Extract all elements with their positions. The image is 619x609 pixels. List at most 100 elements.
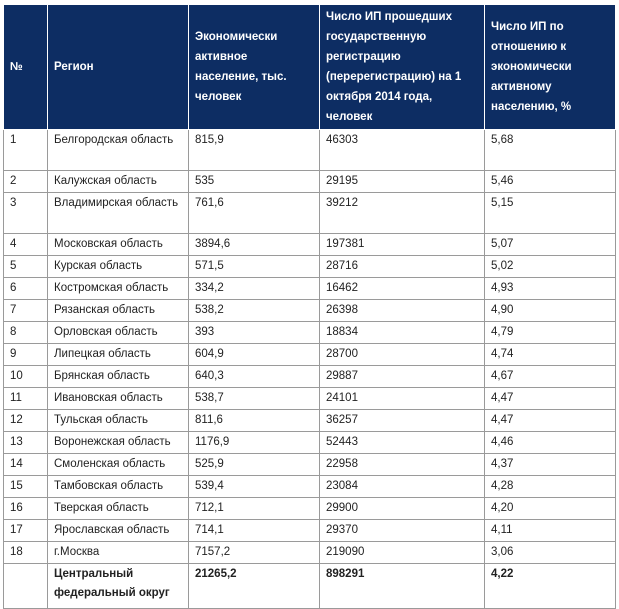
cell-num: 9	[3, 343, 48, 366]
cell-region: Тверская область	[47, 497, 189, 520]
table-row: 18 г.Москва 7157,2 219090 3,06	[3, 541, 616, 564]
cell-registered: 39212	[319, 192, 485, 234]
cell-num: 7	[3, 299, 48, 322]
table-row: 10 Брянская область 640,3 29887 4,67	[3, 365, 616, 388]
cell-region: Липецкая область	[47, 343, 189, 366]
cell-num: 3	[3, 192, 48, 234]
cell-population: 525,9	[188, 453, 320, 476]
cell-region: Ивановская область	[47, 387, 189, 410]
table-body: 1 Белгородская область 815,9 46303 5,68 2 Калу…	[3, 129, 616, 609]
cell-num: 5	[3, 255, 48, 278]
cell-registered: 29370	[319, 519, 485, 542]
header-region: Регион	[47, 4, 189, 130]
cell-region: Брянская область	[47, 365, 189, 388]
cell-region: Тульская область	[47, 409, 189, 432]
cell-region: г.Москва	[47, 541, 189, 564]
total-registered: 898291	[319, 563, 485, 609]
total-population: 21265,2	[188, 563, 320, 609]
cell-share: 4,47	[484, 387, 616, 410]
cell-num: 15	[3, 475, 48, 498]
cell-share: 5,15	[484, 192, 616, 234]
cell-region: Смоленская область	[47, 453, 189, 476]
table-row: 14 Смоленская область 525,9 22958 4,37	[3, 453, 616, 476]
cell-share: 4,46	[484, 431, 616, 454]
cell-num: 2	[3, 170, 48, 193]
cell-registered: 24101	[319, 387, 485, 410]
cell-population: 604,9	[188, 343, 320, 366]
cell-registered: 16462	[319, 277, 485, 300]
header-num: №	[3, 4, 48, 130]
table-row: 8 Орловская область 393 18834 4,79	[3, 321, 616, 344]
table-row: 12 Тульская область 811,6 36257 4,47	[3, 409, 616, 432]
table-row: 4 Московская область 3894,6 197381 5,07	[3, 233, 616, 256]
table-row: 15 Тамбовская область 539,4 23084 4,28	[3, 475, 616, 498]
cell-population: 334,2	[188, 277, 320, 300]
cell-share: 3,06	[484, 541, 616, 564]
cell-num: 11	[3, 387, 48, 410]
header-share: Число ИП по отношению к экономически акт…	[484, 4, 616, 130]
table-header: № Регион Экономически активное население…	[3, 4, 616, 130]
cell-share: 4,90	[484, 299, 616, 322]
cell-registered: 26398	[319, 299, 485, 322]
cell-region: Московская область	[47, 233, 189, 256]
cell-share: 4,28	[484, 475, 616, 498]
cell-population: 393	[188, 321, 320, 344]
cell-registered: 29900	[319, 497, 485, 520]
table-row: 11 Ивановская область 538,7 24101 4,47	[3, 387, 616, 410]
cell-population: 571,5	[188, 255, 320, 278]
cell-population: 539,4	[188, 475, 320, 498]
cell-population: 815,9	[188, 129, 320, 171]
header-population: Экономически активное население, тыс. че…	[188, 4, 320, 130]
cell-num: 12	[3, 409, 48, 432]
cell-population: 761,6	[188, 192, 320, 234]
cell-population: 538,2	[188, 299, 320, 322]
cell-num: 10	[3, 365, 48, 388]
cell-population: 640,3	[188, 365, 320, 388]
cell-region: Белгородская область	[47, 129, 189, 171]
cell-population: 714,1	[188, 519, 320, 542]
total-share: 4,22	[484, 563, 616, 609]
cell-share: 4,74	[484, 343, 616, 366]
cell-registered: 28700	[319, 343, 485, 366]
cell-population: 811,6	[188, 409, 320, 432]
table-row: 16 Тверская область 712,1 29900 4,20	[3, 497, 616, 520]
cell-share: 4,93	[484, 277, 616, 300]
cell-share: 4,79	[484, 321, 616, 344]
cell-registered: 36257	[319, 409, 485, 432]
cell-num: 8	[3, 321, 48, 344]
cell-registered: 219090	[319, 541, 485, 564]
cell-share: 5,07	[484, 233, 616, 256]
cell-share: 4,20	[484, 497, 616, 520]
table-row: 1 Белгородская область 815,9 46303 5,68	[3, 129, 616, 171]
total-num	[3, 563, 48, 609]
table-row: 13 Воронежская область 1176,9 52443 4,46	[3, 431, 616, 454]
cell-population: 1176,9	[188, 431, 320, 454]
table-row: 7 Рязанская область 538,2 26398 4,90	[3, 299, 616, 322]
header-registered: Число ИП прошедших государственную регис…	[319, 4, 485, 130]
cell-population: 538,7	[188, 387, 320, 410]
cell-num: 18	[3, 541, 48, 564]
cell-registered: 28716	[319, 255, 485, 278]
cell-registered: 29887	[319, 365, 485, 388]
cell-population: 712,1	[188, 497, 320, 520]
cell-registered: 22958	[319, 453, 485, 476]
header-row: № Регион Экономически активное население…	[3, 4, 616, 130]
cell-share: 4,11	[484, 519, 616, 542]
table-row: 2 Калужская область 535 29195 5,46	[3, 170, 616, 193]
cell-region: Калужская область	[47, 170, 189, 193]
cell-registered: 52443	[319, 431, 485, 454]
cell-region: Тамбовская область	[47, 475, 189, 498]
cell-registered: 197381	[319, 233, 485, 256]
cell-region: Курская область	[47, 255, 189, 278]
table-row: 17 Ярославская область 714,1 29370 4,11	[3, 519, 616, 542]
cell-share: 4,37	[484, 453, 616, 476]
cell-share: 4,67	[484, 365, 616, 388]
cell-region: Владимирская область	[47, 192, 189, 234]
total-region: Центральный федеральный округ	[47, 563, 189, 609]
cell-share: 5,02	[484, 255, 616, 278]
cell-share: 5,68	[484, 129, 616, 171]
cell-share: 4,47	[484, 409, 616, 432]
cell-population: 535	[188, 170, 320, 193]
cell-num: 16	[3, 497, 48, 520]
cell-num: 6	[3, 277, 48, 300]
